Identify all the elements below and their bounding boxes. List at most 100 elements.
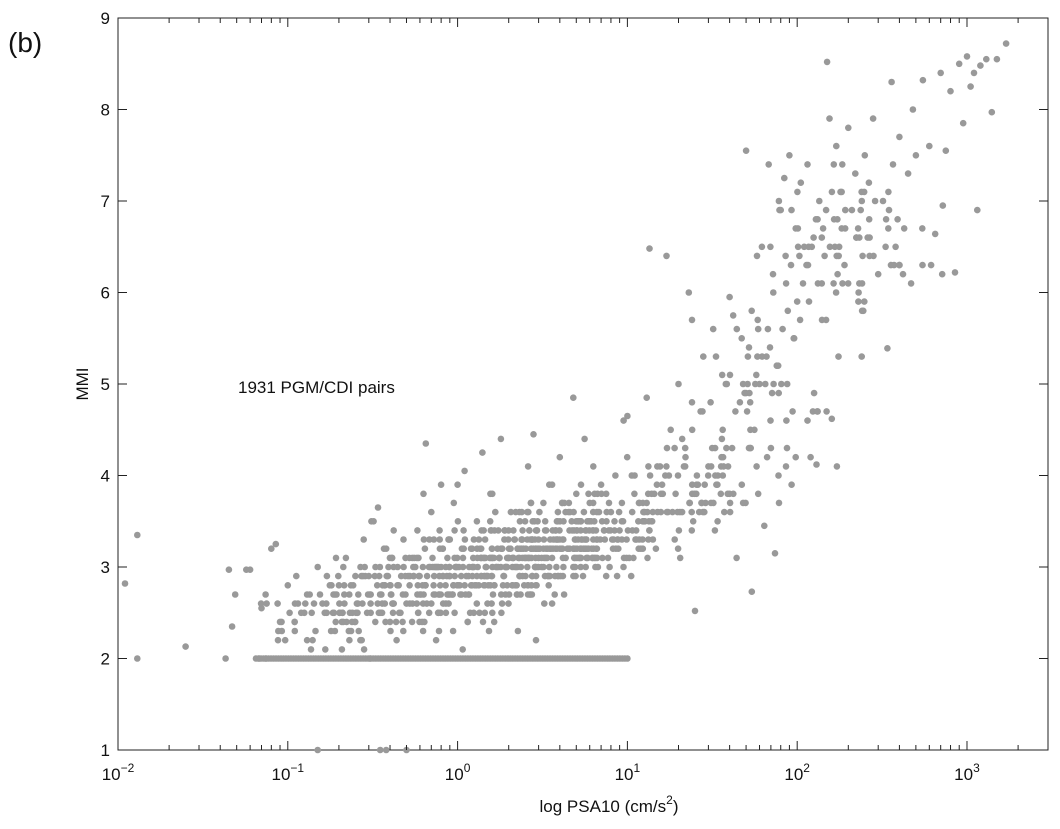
- data-point: [352, 572, 359, 580]
- data-point: [496, 554, 503, 562]
- data-point: [839, 161, 846, 168]
- data-point: [710, 499, 717, 507]
- data-point: [589, 508, 597, 516]
- data-point: [768, 389, 776, 397]
- data-point: [758, 243, 766, 251]
- data-point: [882, 216, 890, 223]
- data-point: [303, 591, 311, 598]
- data-point: [406, 554, 413, 562]
- data-point: [719, 426, 726, 434]
- data-point: [514, 545, 521, 552]
- data-point: [349, 582, 357, 589]
- data-point: [548, 481, 556, 489]
- data-point: [598, 518, 606, 525]
- data-point: [726, 499, 734, 507]
- data-point: [480, 554, 488, 562]
- data-point: [302, 600, 309, 607]
- data-point: [604, 554, 612, 562]
- data-point: [570, 572, 577, 580]
- data-point: [779, 325, 786, 333]
- data-point: [605, 499, 613, 507]
- data-point: [782, 280, 790, 287]
- data-point: [358, 636, 366, 644]
- data-point: [675, 527, 683, 534]
- data-point: [627, 572, 635, 580]
- data-point: [182, 643, 189, 650]
- data-point: [775, 389, 782, 397]
- data-point: [309, 636, 316, 644]
- data-point: [458, 591, 465, 598]
- data-point: [507, 508, 515, 516]
- data-point: [713, 481, 720, 489]
- data-point: [882, 243, 889, 251]
- data-point: [754, 353, 761, 360]
- data-point: [705, 463, 712, 470]
- data-point: [526, 527, 533, 534]
- data-point: [349, 609, 356, 617]
- data-point: [808, 243, 816, 251]
- data-point: [631, 490, 638, 498]
- data-point: [231, 591, 239, 598]
- data-point: [620, 417, 627, 424]
- data-point: [548, 600, 556, 607]
- data-point: [804, 161, 811, 168]
- data-point: [498, 545, 506, 552]
- data-point: [819, 225, 827, 232]
- data-point: [577, 545, 584, 552]
- data-point: [871, 197, 879, 205]
- data-point: [357, 563, 364, 571]
- data-point: [354, 609, 361, 617]
- data-point: [312, 627, 319, 635]
- data-point: [228, 623, 236, 630]
- data-point: [342, 554, 350, 562]
- data-point: [540, 499, 547, 507]
- data-point: [754, 316, 761, 324]
- data-point: [225, 566, 233, 573]
- data-point: [570, 394, 577, 402]
- data-point: [533, 527, 541, 534]
- data-point: [403, 600, 410, 607]
- data-point: [494, 545, 501, 552]
- data-point: [738, 481, 746, 489]
- data-point: [303, 636, 311, 644]
- data-point: [379, 582, 387, 589]
- data-point: [501, 527, 509, 534]
- data-point: [559, 545, 566, 552]
- x-axis-label: log PSA10 (cm/s2): [540, 793, 679, 816]
- data-point: [754, 490, 762, 498]
- data-point: [963, 53, 971, 60]
- data-point: [745, 344, 753, 351]
- data-point: [544, 572, 552, 580]
- data-point: [276, 618, 284, 626]
- data-point: [739, 380, 747, 388]
- data-point: [365, 572, 373, 580]
- data-point: [778, 380, 785, 388]
- data-point: [546, 563, 553, 571]
- data-point: [858, 353, 865, 360]
- data-point: [707, 399, 714, 406]
- data-point: [430, 572, 438, 580]
- data-point: [510, 527, 517, 534]
- data-point: [645, 463, 652, 470]
- data-point: [663, 463, 670, 470]
- data-point: [540, 536, 548, 543]
- data-point: [579, 572, 587, 580]
- data-point: [814, 280, 822, 287]
- data-point: [678, 435, 686, 443]
- y-tick-label: 6: [101, 284, 110, 303]
- data-point: [522, 545, 530, 552]
- data-point: [399, 591, 407, 598]
- data-point: [395, 582, 403, 589]
- data-point: [359, 572, 367, 580]
- data-point: [524, 463, 532, 470]
- y-tick-label: 1: [101, 741, 110, 760]
- data-point: [528, 545, 535, 552]
- data-point: [533, 582, 540, 589]
- data-point: [691, 490, 698, 498]
- data-point: [460, 527, 467, 534]
- data-point: [832, 289, 840, 296]
- data-point: [894, 216, 901, 223]
- data-point: [340, 618, 347, 626]
- x-tick-label: 103: [954, 761, 980, 784]
- data-point: [857, 206, 864, 214]
